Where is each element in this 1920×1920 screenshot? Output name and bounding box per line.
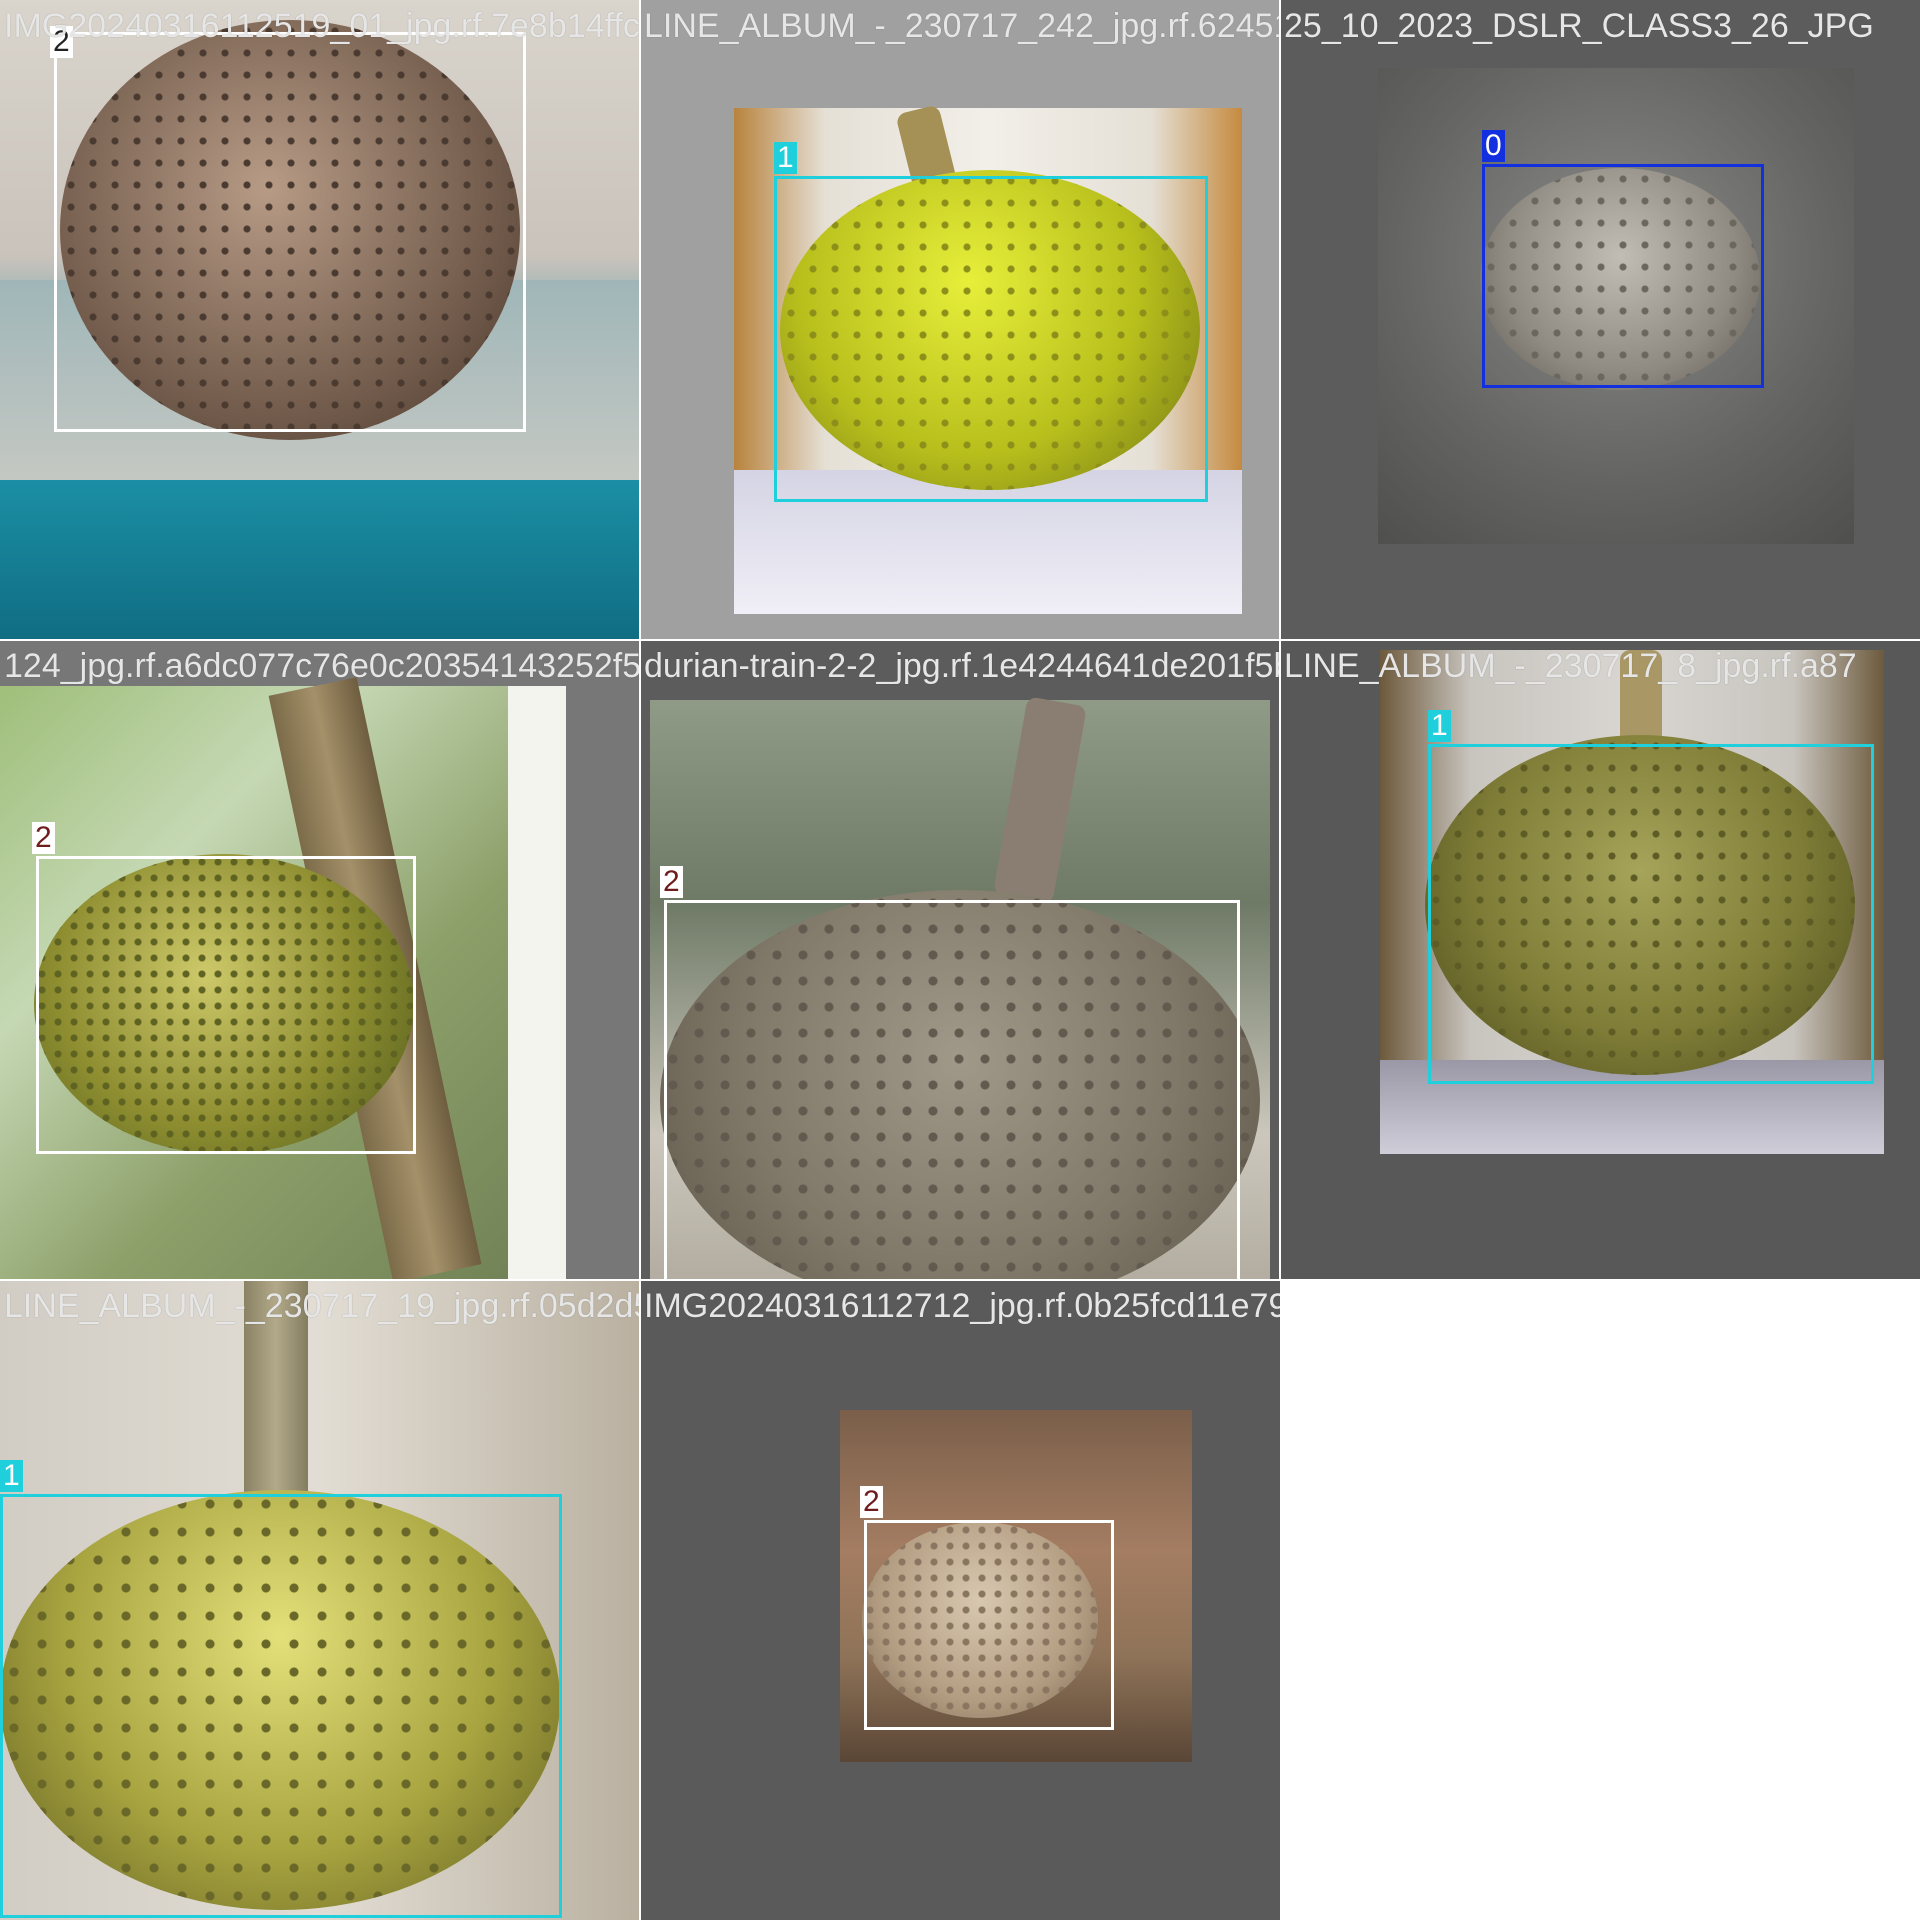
class-label: 2 (660, 866, 683, 898)
bounding-box (1428, 744, 1874, 1084)
tile-caption: durian-train-2-2_jpg.rf.1e4244641de201f5… (644, 647, 1280, 685)
bounding-box (864, 1520, 1114, 1730)
tile-caption: LINE_ALBUM_-_230717_8_jpg.rf.a87 (1284, 647, 1857, 685)
durian-6 (0, 1490, 560, 1910)
bounding-box (664, 900, 1240, 1280)
tile-caption: LINE_ALBUM_-_230717_242_jpg.rf.624510020… (644, 7, 1280, 45)
photo-5-shadow (1380, 1060, 1884, 1154)
class-label: 2 (860, 1486, 883, 1518)
durian-7 (862, 1522, 1098, 1718)
tile-caption: IMG20240316112712_jpg.rf.0b25fcd11e790ce (644, 1287, 1280, 1325)
grid-divider (0, 1279, 1920, 1281)
class-label: 2 (32, 822, 55, 854)
durian-2 (1480, 168, 1760, 390)
photo-1-shadow (734, 470, 1242, 614)
bounding-box (774, 176, 1208, 502)
tile-caption: 25_10_2023_DSLR_CLASS3_26_JPG (1284, 7, 1874, 45)
grid-divider (639, 0, 641, 1920)
grid-divider (0, 639, 1920, 641)
tile-2: 0 25_10_2023_DSLR_CLASS3_26_JPG (1280, 0, 1920, 640)
page-strip-3 (508, 686, 566, 1280)
tile-caption: IMG20240316112519_01_jpg.rf.7e8b14ffc3a7… (4, 7, 640, 45)
class-label: 1 (774, 142, 797, 174)
class-label: 1 (0, 1460, 23, 1492)
class-label: 2 (50, 26, 73, 58)
tile-caption: LINE_ALBUM_-_230717_19_jpg.rf.05d2d5a0 (4, 1287, 640, 1325)
durian-1 (780, 170, 1200, 490)
tile-1: 1 LINE_ALBUM_-_230717_242_jpg.rf.6245100… (640, 0, 1280, 640)
tile-3: 2 124_jpg.rf.a6dc077c76e0c20354143252f55… (0, 640, 640, 1280)
tile-0: 2 IMG20240316112519_01_jpg.rf.7e8b14ffc3… (0, 0, 640, 640)
bounding-box (54, 32, 526, 432)
bounding-box (1482, 164, 1764, 388)
tile-5: 1 LINE_ALBUM_-_230717_8_jpg.rf.a87 (1280, 640, 1920, 1280)
durian-4 (660, 890, 1260, 1280)
bounding-box (36, 856, 416, 1154)
tile-caption: 124_jpg.rf.a6dc077c76e0c20354143252f55e5 (4, 647, 640, 685)
photo-0-table (0, 480, 640, 640)
tile-7: 2 IMG20240316112712_jpg.rf.0b25fcd11e790… (640, 1280, 1280, 1920)
bounding-box (0, 1494, 562, 1918)
class-label: 1 (1428, 710, 1451, 742)
stem-6 (244, 1280, 308, 1500)
tile-4: 2 durian-train-2-2_jpg.rf.1e4244641de201… (640, 640, 1280, 1280)
durian-0 (60, 20, 520, 440)
tile-6: 1 LINE_ALBUM_-_230717_19_jpg.rf.05d2d5a0 (0, 1280, 640, 1920)
durian-3 (34, 854, 414, 1154)
class-label: 0 (1482, 130, 1505, 162)
durian-5 (1425, 735, 1855, 1075)
